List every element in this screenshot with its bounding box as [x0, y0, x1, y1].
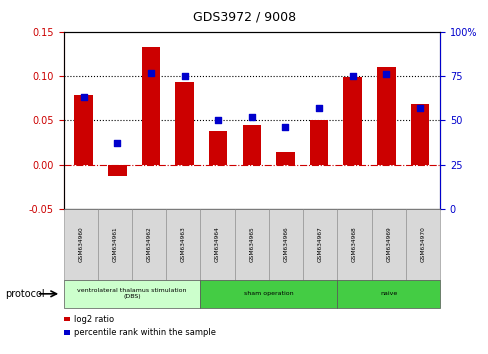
Bar	[175, 82, 193, 165]
Text: GDS3972 / 9008: GDS3972 / 9008	[193, 11, 295, 24]
Text: GSM634962: GSM634962	[146, 227, 151, 262]
Text: GSM634969: GSM634969	[386, 227, 390, 262]
Point	[113, 141, 121, 146]
Text: GSM634968: GSM634968	[351, 227, 356, 262]
Text: GSM634964: GSM634964	[215, 227, 220, 262]
Text: GSM634961: GSM634961	[112, 227, 117, 262]
Bar	[376, 67, 395, 165]
Text: GSM634963: GSM634963	[181, 227, 185, 262]
Bar	[74, 95, 93, 165]
Point	[382, 72, 389, 77]
Point	[281, 125, 289, 130]
Bar	[343, 77, 361, 165]
Point	[214, 118, 222, 123]
Point	[315, 105, 323, 111]
Text: sham operation: sham operation	[244, 291, 293, 296]
Point	[415, 105, 423, 111]
Text: GSM634967: GSM634967	[317, 227, 322, 262]
Bar	[108, 165, 126, 176]
Text: GSM634966: GSM634966	[283, 227, 288, 262]
Bar	[276, 152, 294, 165]
Point	[80, 95, 87, 100]
Bar	[242, 125, 261, 165]
Text: GSM634965: GSM634965	[249, 227, 254, 262]
Text: naive: naive	[379, 291, 397, 296]
Bar	[142, 47, 160, 165]
Text: percentile rank within the sample: percentile rank within the sample	[74, 328, 215, 337]
Text: GSM634960: GSM634960	[78, 227, 83, 262]
Text: log2 ratio: log2 ratio	[74, 315, 114, 324]
Text: protocol: protocol	[5, 289, 44, 299]
Point	[247, 114, 255, 120]
Point	[147, 70, 155, 75]
Bar	[208, 131, 227, 165]
Text: GSM634970: GSM634970	[420, 226, 425, 262]
Bar	[309, 120, 327, 165]
Point	[180, 73, 188, 79]
Text: ventrolateral thalamus stimulation
(DBS): ventrolateral thalamus stimulation (DBS)	[77, 289, 186, 299]
Bar	[410, 104, 428, 165]
Point	[348, 73, 356, 79]
